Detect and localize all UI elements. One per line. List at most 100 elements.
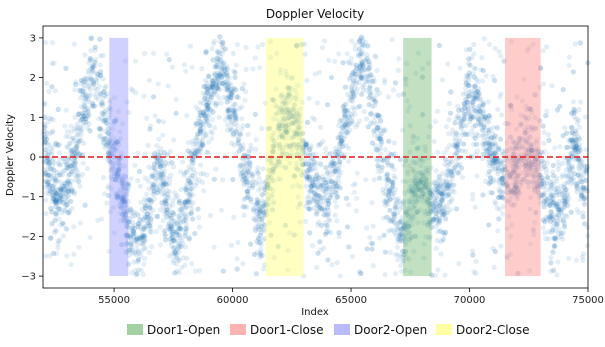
scatter-point xyxy=(440,237,446,243)
scatter-point xyxy=(239,170,245,176)
scatter-point xyxy=(302,51,308,57)
scatter-point xyxy=(113,177,119,183)
scatter-point xyxy=(299,99,305,105)
scatter-point xyxy=(548,255,554,261)
scatter-point xyxy=(78,77,84,83)
scatter-point xyxy=(548,182,554,188)
scatter-point xyxy=(165,152,171,158)
scatter-point xyxy=(349,83,355,89)
scatter-point xyxy=(147,223,153,229)
scatter-point xyxy=(513,144,519,150)
chart-title: Doppler Velocity xyxy=(266,7,364,21)
scatter-point xyxy=(181,170,187,176)
scatter-point xyxy=(573,131,579,137)
scatter-point xyxy=(60,200,66,206)
scatter-point xyxy=(461,141,467,147)
scatter-point xyxy=(381,80,388,86)
scatter-point xyxy=(471,94,477,101)
scatter-point xyxy=(328,194,334,200)
scatter-point xyxy=(258,230,264,236)
scatter-point xyxy=(315,250,321,256)
scatter-point xyxy=(542,219,548,225)
scatter-point xyxy=(53,199,59,205)
scatter-point xyxy=(467,114,474,120)
scatter-point xyxy=(303,141,309,147)
scatter-point xyxy=(500,158,506,164)
scatter-point xyxy=(69,169,75,175)
scatter-point xyxy=(218,100,224,106)
scatter-point xyxy=(102,85,108,91)
scatter-point xyxy=(533,178,540,184)
scatter-point xyxy=(340,143,346,150)
scatter-point xyxy=(209,82,215,88)
scatter-point xyxy=(60,187,66,193)
scatter-point xyxy=(568,110,575,116)
scatter-point xyxy=(57,179,64,185)
scatter-point xyxy=(237,163,243,169)
scatter-point xyxy=(138,235,144,242)
scatter-point xyxy=(336,172,342,178)
scatter-point xyxy=(234,266,240,272)
scatter-point xyxy=(466,82,472,88)
scatter-point xyxy=(574,183,580,189)
scatter-point xyxy=(497,136,503,142)
scatter-point xyxy=(132,237,138,244)
scatter-point xyxy=(261,266,267,272)
scatter-point xyxy=(168,224,174,230)
scatter-point xyxy=(367,83,373,89)
scatter-point xyxy=(158,158,164,164)
scatter-point xyxy=(49,149,55,155)
scatter-point xyxy=(95,71,102,78)
scatter-point xyxy=(77,220,83,226)
scatter-point xyxy=(439,205,445,212)
scatter-point xyxy=(316,193,322,199)
scatter-point xyxy=(320,187,326,193)
scatter-point xyxy=(121,194,127,200)
scatter-point xyxy=(44,80,50,86)
scatter-point xyxy=(550,192,556,198)
scatter-point xyxy=(429,224,435,230)
scatter-point xyxy=(279,105,285,111)
scatter-point xyxy=(128,206,134,212)
scatter-point xyxy=(509,170,515,177)
scatter-point xyxy=(298,42,304,48)
scatter-point xyxy=(60,200,66,206)
scatter-point xyxy=(107,97,113,103)
scatter-point xyxy=(229,91,235,97)
scatter-point xyxy=(82,202,88,208)
scatter-point xyxy=(85,109,91,116)
scatter-point xyxy=(114,139,120,145)
scatter-point xyxy=(415,220,421,226)
scatter-point xyxy=(72,87,78,93)
scatter-point xyxy=(83,106,89,112)
scatter-point xyxy=(241,212,247,218)
scatter-point xyxy=(219,65,225,71)
scatter-point xyxy=(225,108,231,114)
scatter-point xyxy=(128,242,134,248)
scatter-point xyxy=(55,106,61,112)
scatter-point xyxy=(63,65,69,71)
scatter-point xyxy=(148,211,154,217)
scatter-point xyxy=(144,211,150,217)
scatter-point xyxy=(253,179,259,185)
scatter-point xyxy=(182,200,188,206)
scatter-point xyxy=(158,242,164,248)
scatter-point xyxy=(217,50,223,57)
scatter-point xyxy=(221,71,227,77)
scatter-point xyxy=(568,143,574,149)
scatter-point xyxy=(466,70,472,76)
scatter-point xyxy=(504,148,510,154)
scatter-point xyxy=(463,96,469,102)
scatter-point xyxy=(270,148,276,155)
scatter-point xyxy=(214,83,220,89)
scatter-point xyxy=(240,177,246,183)
scatter-point xyxy=(385,228,392,234)
scatter-point xyxy=(488,146,494,152)
scatter-point xyxy=(487,190,493,196)
scatter-point xyxy=(377,113,383,119)
scatter-point xyxy=(185,178,191,184)
scatter-point xyxy=(235,239,241,246)
scatter-point xyxy=(458,125,464,131)
scatter-point xyxy=(276,122,282,128)
